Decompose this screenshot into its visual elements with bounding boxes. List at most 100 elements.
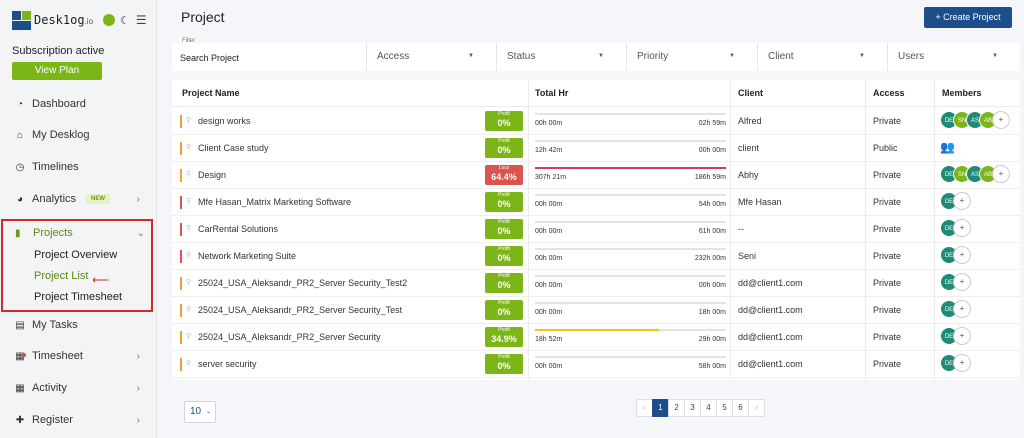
badge-value: 0% bbox=[497, 361, 511, 371]
dark-mode-icon[interactable]: ☾ bbox=[120, 14, 130, 27]
table-row[interactable]: ⚲ 25024_USA_Aleksandr_PR2_Server Security… bbox=[172, 297, 1020, 324]
pagination-page-button[interactable]: 1 bbox=[652, 399, 669, 417]
pie-chart-icon: ◕ bbox=[16, 193, 24, 205]
sidebar-item-dashboard[interactable]: ◔ Dashboard bbox=[14, 94, 144, 114]
pagination-page-button[interactable]: 4 bbox=[700, 399, 717, 417]
project-name-link[interactable]: CarRental Solutions bbox=[198, 224, 279, 234]
badge-label: Loss bbox=[498, 165, 510, 171]
project-name-link[interactable]: server security bbox=[198, 359, 257, 369]
filter-dropdown-access[interactable]: Access ▼ bbox=[366, 43, 496, 71]
filter-dropdown-priority[interactable]: Priority ▼ bbox=[626, 43, 757, 71]
add-member-icon[interactable]: + bbox=[992, 111, 1010, 129]
pagination-page-button[interactable]: 2 bbox=[668, 399, 685, 417]
pagination-next-button[interactable]: › bbox=[748, 399, 765, 417]
badge-label: Profit bbox=[498, 246, 510, 252]
project-name-link[interactable]: 25024_USA_Aleksandr_PR2_Server Security_… bbox=[198, 305, 403, 315]
pin-icon[interactable]: ⚲ bbox=[186, 333, 192, 340]
table-row[interactable]: ⚲ 25024_USA_Aleksandr_PR2_Server Security… bbox=[172, 270, 1020, 297]
pagination-page-button[interactable]: 5 bbox=[716, 399, 733, 417]
pin-icon[interactable]: ⚲ bbox=[186, 252, 192, 259]
project-name-link[interactable]: 25024_USA_Aleksandr_PR2_Server Security_… bbox=[198, 278, 408, 288]
members-group: DE + bbox=[940, 246, 971, 266]
column-divider bbox=[528, 80, 529, 380]
add-member-icon[interactable]: + bbox=[953, 327, 971, 345]
hours-progress-bar bbox=[535, 113, 726, 115]
pin-icon[interactable]: ⚲ bbox=[186, 279, 192, 286]
access-level: Private bbox=[873, 170, 902, 180]
menu-collapse-icon[interactable]: ☰ bbox=[135, 13, 147, 27]
column-header-project-name[interactable]: Project Name bbox=[182, 88, 240, 98]
caret-down-icon: ▼ bbox=[859, 53, 865, 59]
table-row[interactable]: ⚲ CarRental Solutions Profit 0% 00h 00m 61h 0… bbox=[172, 216, 1020, 243]
table-row[interactable]: ⚲ 25024_USA_Aleksandr_PR2_Server Security… bbox=[172, 324, 1020, 351]
caret-down-icon: ▼ bbox=[729, 53, 735, 59]
add-member-icon[interactable]: + bbox=[992, 165, 1010, 183]
column-header-access[interactable]: Access bbox=[873, 88, 905, 98]
table-row[interactable]: ⚲ server security Profit 0% 00h 00m 58h 00m dd… bbox=[172, 351, 1020, 378]
hours-logged: 12h 42m bbox=[535, 147, 563, 154]
table-row[interactable]: ⚲ design works Profit 0% 00h 00m 02h 59m Alfre… bbox=[172, 108, 1020, 135]
project-name-link[interactable]: Network Marketing Suite bbox=[198, 251, 297, 261]
project-name-link[interactable]: Client Case study bbox=[198, 143, 269, 153]
project-name-link[interactable]: design works bbox=[198, 116, 251, 126]
sidebar-item-activity[interactable]: ▦ Activity › bbox=[15, 382, 140, 394]
pin-icon[interactable]: ⚲ bbox=[186, 225, 192, 232]
add-member-icon[interactable]: + bbox=[953, 219, 971, 237]
filter-dropdown-client[interactable]: Client ▼ bbox=[757, 43, 887, 71]
add-member-icon[interactable]: + bbox=[953, 300, 971, 318]
pagination-prev-button[interactable]: ‹ bbox=[636, 399, 653, 417]
table-row[interactable]: ⚲ Mfe Hasan_Matrix Marketing Software Prof… bbox=[172, 189, 1020, 216]
sidebar-item-my-desklog[interactable]: ⌂ My Desklog bbox=[14, 125, 144, 145]
column-header-total-hr[interactable]: Total Hr bbox=[535, 88, 569, 98]
pin-icon[interactable]: ⚲ bbox=[186, 198, 192, 205]
table-row[interactable]: ⚲ Design Loss 64.4% 307h 21m 186h 59m Abhy Priv… bbox=[172, 162, 1020, 189]
pin-icon[interactable]: ⚲ bbox=[186, 117, 192, 124]
sidebar-item-register[interactable]: ✚ Register › bbox=[15, 414, 140, 426]
badge-value: 0% bbox=[497, 118, 511, 128]
add-member-icon[interactable]: + bbox=[953, 246, 971, 264]
profit-loss-badge: Profit 0% bbox=[485, 192, 523, 212]
filter-dropdown-status[interactable]: Status ▼ bbox=[496, 43, 626, 71]
project-name-link[interactable]: Mfe Hasan_Matrix Marketing Software bbox=[198, 197, 352, 207]
add-member-icon[interactable]: + bbox=[953, 354, 971, 372]
sidebar-item-analytics[interactable]: ◕ Analytics NEW › bbox=[14, 189, 144, 209]
create-project-button[interactable]: + Create Project bbox=[924, 7, 1012, 28]
search-project-input[interactable]: Search Project bbox=[180, 53, 240, 63]
table-row[interactable]: ⚲ Network Marketing Suite Profit 0% 00h 00m 2… bbox=[172, 243, 1020, 270]
team-group-icon[interactable]: 👥 bbox=[940, 140, 955, 154]
pin-icon[interactable]: ⚲ bbox=[186, 171, 192, 178]
column-header-members[interactable]: Members bbox=[942, 88, 982, 98]
sidebar-item-projects[interactable]: ▮ Projects ⌄ bbox=[15, 227, 145, 239]
sidebar-sub-project-list[interactable]: Project List bbox=[34, 270, 89, 282]
table-row[interactable]: ⚲ Client Case study Profit 0% 12h 42m 00h 00m… bbox=[172, 135, 1020, 162]
hours-estimated: 54h 00m bbox=[698, 201, 726, 208]
badge-value: 0% bbox=[497, 226, 511, 236]
online-status-icon[interactable] bbox=[103, 14, 116, 26]
sidebar-item-timesheet[interactable]: ▦ Timesheet › bbox=[15, 350, 140, 362]
sidebar-item-my-tasks[interactable]: ▤ My Tasks bbox=[15, 319, 78, 331]
pin-icon[interactable]: ⚲ bbox=[186, 360, 192, 367]
view-plan-button[interactable]: View Plan bbox=[12, 62, 102, 80]
pagination-page-button[interactable]: 6 bbox=[732, 399, 749, 417]
project-name-link[interactable]: 25024_USA_Aleksandr_PR2_Server Security bbox=[198, 332, 381, 342]
sidebar-item-timelines[interactable]: ◷ Timelines bbox=[15, 161, 79, 173]
page-size-select[interactable]: 10 ⌄ bbox=[184, 401, 216, 423]
search-project-field[interactable]: Filter Search Project bbox=[172, 38, 366, 71]
hours-logged: 307h 21m bbox=[535, 174, 567, 181]
column-header-client[interactable]: Client bbox=[738, 88, 764, 98]
table-header: Project Name Total Hr Client Access Memb… bbox=[172, 80, 1020, 107]
hours-progress-bar bbox=[535, 356, 726, 358]
badge-value: 0% bbox=[497, 199, 511, 209]
add-member-icon[interactable]: + bbox=[953, 273, 971, 291]
sidebar-sub-project-timesheet[interactable]: Project Timesheet bbox=[34, 291, 123, 303]
pagination-page-button[interactable]: 3 bbox=[684, 399, 701, 417]
sidebar-sub-project-overview[interactable]: Project Overview bbox=[34, 249, 118, 261]
add-member-icon[interactable]: + bbox=[953, 192, 971, 210]
grid-icon: ▦ bbox=[15, 382, 25, 394]
pin-icon[interactable]: ⚲ bbox=[186, 144, 192, 151]
members-group: DE SN AS AB + bbox=[940, 111, 1010, 131]
pin-icon[interactable]: ⚲ bbox=[186, 306, 192, 313]
project-name-link[interactable]: Design bbox=[198, 170, 227, 180]
filter-dropdown-users[interactable]: Users ▼ bbox=[887, 43, 1020, 71]
hours-estimated: 29h 00m bbox=[698, 336, 726, 343]
